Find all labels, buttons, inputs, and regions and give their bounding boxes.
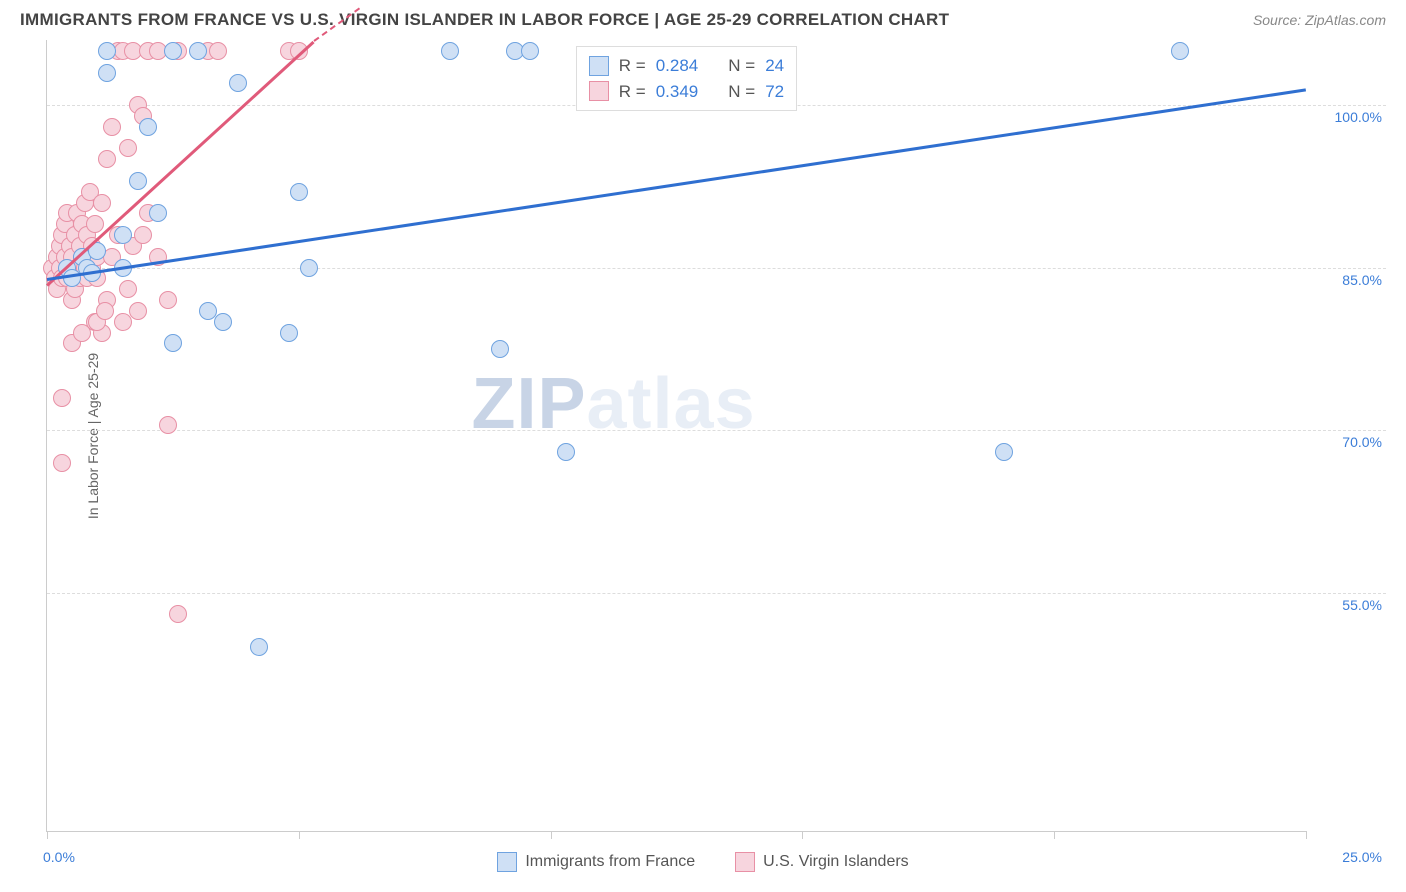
data-point — [98, 42, 116, 60]
data-point — [169, 605, 187, 623]
data-point — [114, 313, 132, 331]
data-point — [557, 443, 575, 461]
data-point — [189, 42, 207, 60]
y-tick-label: 70.0% — [1342, 434, 1382, 450]
data-point — [96, 302, 114, 320]
data-point — [114, 226, 132, 244]
data-point — [229, 74, 247, 92]
data-point — [164, 334, 182, 352]
trend-line — [46, 40, 315, 286]
data-point — [441, 42, 459, 60]
data-point — [214, 313, 232, 331]
gridline — [47, 593, 1386, 594]
data-point — [521, 42, 539, 60]
data-point — [86, 215, 104, 233]
chart-title: IMMIGRANTS FROM FRANCE VS U.S. VIRGIN IS… — [20, 10, 949, 30]
stat-n-label: N = — [728, 79, 755, 105]
legend-label: U.S. Virgin Islanders — [763, 853, 909, 871]
stat-r-label: R = — [619, 53, 646, 79]
legend-swatch — [589, 81, 609, 101]
y-tick-label: 55.0% — [1342, 597, 1382, 613]
x-tick — [1054, 831, 1055, 839]
data-point — [103, 118, 121, 136]
legend-label: Immigrants from France — [525, 853, 695, 871]
x-tick — [299, 831, 300, 839]
data-point — [134, 226, 152, 244]
stat-r-value: 0.284 — [656, 53, 699, 79]
watermark-part2: atlas — [587, 364, 756, 444]
data-point — [491, 340, 509, 358]
bottom-legend: Immigrants from France U.S. Virgin Island… — [0, 852, 1406, 872]
data-point — [93, 194, 111, 212]
data-point — [149, 204, 167, 222]
data-point — [119, 280, 137, 298]
data-point — [995, 443, 1013, 461]
data-point — [53, 389, 71, 407]
stat-legend-row: R = 0.349 N = 72 — [589, 79, 784, 105]
gridline — [47, 430, 1386, 431]
data-point — [98, 64, 116, 82]
stat-legend-row: R = 0.284 N = 24 — [589, 53, 784, 79]
data-point — [139, 118, 157, 136]
data-point — [98, 150, 116, 168]
data-point — [164, 42, 182, 60]
data-point — [119, 139, 137, 157]
data-point — [290, 183, 308, 201]
data-point — [129, 172, 147, 190]
chart-header: IMMIGRANTS FROM FRANCE VS U.S. VIRGIN IS… — [0, 0, 1406, 36]
stat-r-value: 0.349 — [656, 79, 699, 105]
data-point — [63, 269, 81, 287]
plot-region: ZIPatlas 100.0%85.0%70.0%55.0%0.0%25.0%R… — [46, 40, 1306, 832]
data-point — [250, 638, 268, 656]
data-point — [209, 42, 227, 60]
stat-n-value: 24 — [765, 53, 784, 79]
data-point — [129, 302, 147, 320]
x-tick — [47, 831, 48, 839]
watermark-part1: ZIP — [471, 364, 586, 444]
data-point — [300, 259, 318, 277]
chart-area: In Labor Force | Age 25-29 ZIPatlas 100.… — [46, 40, 1386, 832]
data-point — [159, 416, 177, 434]
data-point — [1171, 42, 1189, 60]
data-point — [159, 291, 177, 309]
legend-swatch — [735, 852, 755, 872]
x-tick — [802, 831, 803, 839]
y-tick-label: 85.0% — [1342, 272, 1382, 288]
stat-n-label: N = — [728, 53, 755, 79]
data-point — [73, 324, 91, 342]
legend-swatch — [497, 852, 517, 872]
legend-swatch — [589, 56, 609, 76]
watermark: ZIPatlas — [471, 363, 755, 445]
gridline — [47, 268, 1386, 269]
stat-legend: R = 0.284 N = 24 R = 0.349 N = 72 — [576, 46, 797, 111]
x-tick — [551, 831, 552, 839]
legend-item: U.S. Virgin Islanders — [735, 852, 909, 872]
data-point — [280, 324, 298, 342]
legend-item: Immigrants from France — [497, 852, 695, 872]
stat-n-value: 72 — [765, 79, 784, 105]
trend-line — [47, 89, 1306, 282]
y-tick-label: 100.0% — [1335, 109, 1382, 125]
chart-source: Source: ZipAtlas.com — [1253, 12, 1386, 28]
x-tick — [1306, 831, 1307, 839]
data-point — [53, 454, 71, 472]
stat-r-label: R = — [619, 79, 646, 105]
